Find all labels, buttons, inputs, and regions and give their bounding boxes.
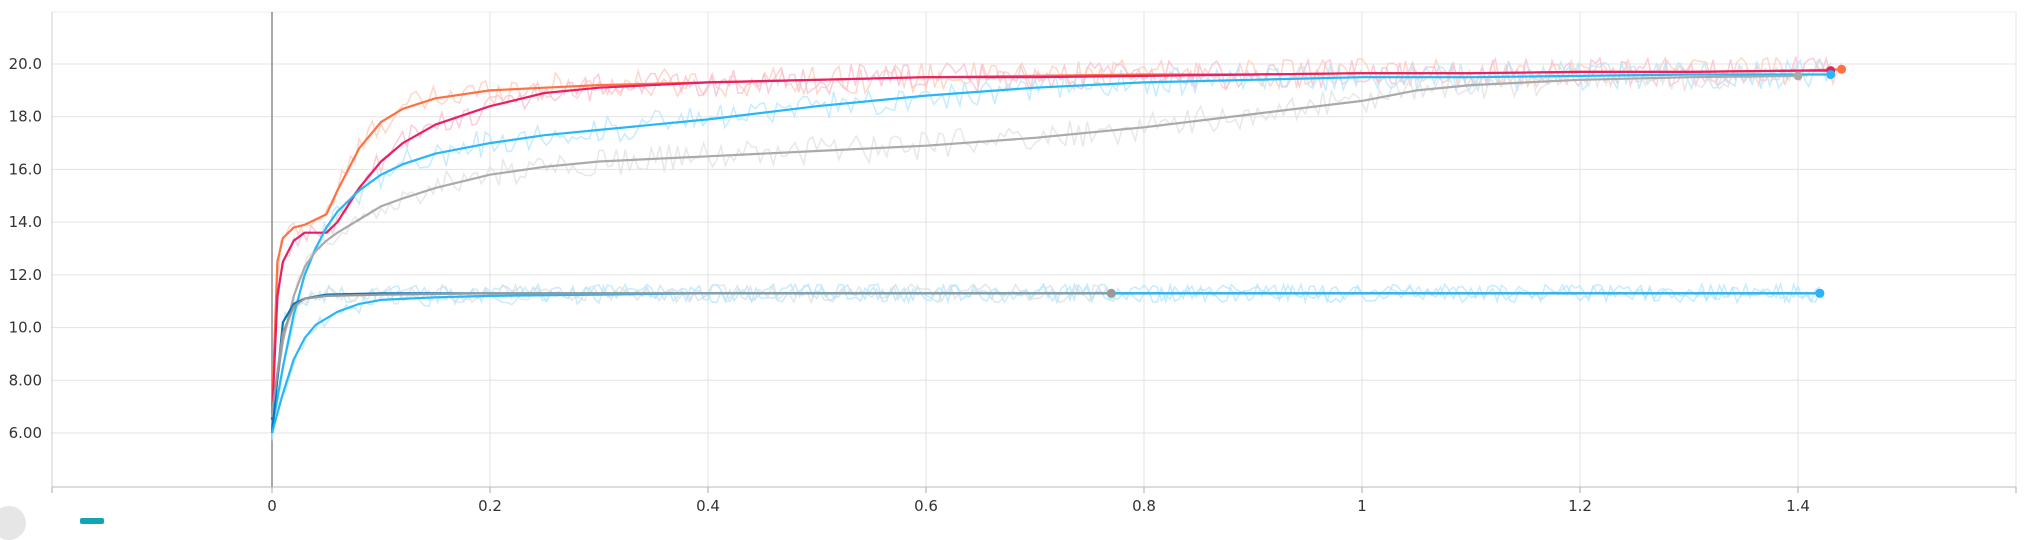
series-line [270, 74, 1799, 418]
series-line [270, 68, 1842, 412]
y-tick-label: 12.0 [9, 266, 42, 284]
raw-series-line [271, 281, 1821, 441]
x-tick-label: 0 [267, 497, 277, 515]
series-line [270, 292, 1112, 413]
series-end-marker [1793, 71, 1803, 81]
y-tick-label: 16.0 [9, 160, 42, 178]
raw-series-line [271, 282, 1113, 405]
end-markers [1106, 64, 1847, 298]
y-tick-label: 8.00 [9, 371, 42, 389]
x-tick-label: 0.4 [696, 497, 720, 515]
series-line [270, 292, 1820, 434]
x-tick-label: 1.4 [1786, 497, 1810, 515]
series-end-marker [1815, 288, 1825, 298]
x-tick-label: 0.6 [914, 497, 938, 515]
raw-series-line [271, 281, 1821, 438]
y-tick-label: 6.00 [9, 424, 42, 442]
series-line [270, 69, 1831, 420]
raw-series-layer [271, 56, 1843, 441]
line-chart: 6.00 8.00 10.0 12.0 14.0 16.0 18.0 20.0 0 0.2 0.4 0… [9, 11, 2017, 515]
smoothed-series-layer [270, 68, 1842, 434]
y-tick-label: 18.0 [9, 108, 42, 126]
x-tick-label: 1.2 [1568, 497, 1592, 515]
raw-series-line [271, 62, 1799, 420]
y-tick-label: 10.0 [9, 319, 42, 337]
axes [51, 12, 2017, 493]
series-end-marker [1837, 64, 1847, 74]
raw-series-line [271, 58, 1832, 427]
x-tick-label: 0.8 [1132, 497, 1156, 515]
raw-series-line [271, 56, 1843, 406]
legend-color-swatch[interactable] [80, 518, 104, 524]
series-line [270, 292, 1820, 434]
chart-container: 6.00 8.00 10.0 12.0 14.0 16.0 18.0 20.0 0 0.2 0.4 0… [9, 11, 2017, 515]
x-tick-label: 1 [1357, 497, 1367, 515]
raw-series-line [271, 56, 1832, 417]
x-tick-label: 0.2 [478, 497, 502, 515]
y-tick-label: 20.0 [9, 55, 42, 73]
series-end-marker [1106, 288, 1116, 298]
y-tick-label: 14.0 [9, 213, 42, 231]
tick-labels: 6.00 8.00 10.0 12.0 14.0 16.0 18.0 20.0 0 0.2 0.4 0… [9, 55, 1810, 515]
series-line [270, 73, 1831, 428]
series-end-marker [1826, 70, 1836, 80]
